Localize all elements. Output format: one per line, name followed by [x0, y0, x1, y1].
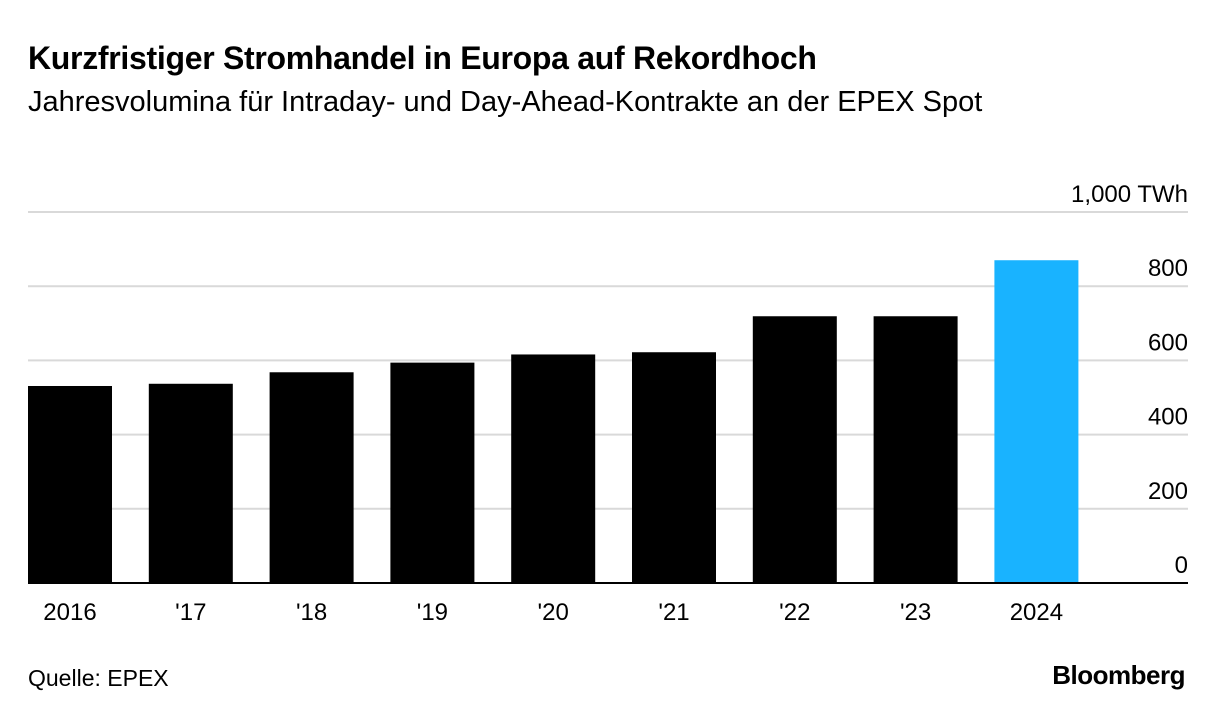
bar-22 — [752, 316, 837, 583]
x-tick-label: 2016 — [43, 599, 96, 626]
x-tick-label: '17 — [175, 599, 206, 626]
bars — [28, 260, 1079, 583]
x-tick-label: 2024 — [1010, 599, 1063, 626]
y-tick-label: 600 — [1148, 329, 1188, 356]
x-tick-label: '20 — [538, 599, 569, 626]
chart-subtitle: Jahresvolumina für Intraday- und Day-Ahe… — [28, 86, 983, 118]
bar-2024 — [994, 260, 1079, 583]
bloomberg-logo: Bloomberg — [1052, 660, 1185, 690]
bar-2016 — [28, 385, 112, 583]
bar-18 — [269, 372, 354, 583]
y-tick-label: 200 — [1148, 478, 1188, 505]
bar-17 — [148, 383, 233, 583]
source-note: Quelle: EPEX — [28, 665, 169, 691]
chart-title: Kurzfristiger Stromhandel in Europa auf … — [28, 40, 817, 76]
bar-20 — [511, 354, 596, 583]
y-tick-label: 400 — [1148, 404, 1188, 431]
x-tick-label: '22 — [779, 599, 810, 626]
y-tick-label: 800 — [1148, 255, 1188, 282]
y-axis-labels: 0 200 400 600 800 1,000 TWh — [1071, 181, 1188, 579]
bar-23 — [873, 316, 958, 583]
x-axis-labels: 2016 '17 '18 '19 '20 '21 '22 '23 2024 — [43, 599, 1063, 626]
bar-21 — [632, 352, 716, 583]
y-tick-label: 1,000 TWh — [1071, 181, 1188, 208]
x-tick-label: '18 — [296, 599, 327, 626]
bar-19 — [390, 362, 475, 583]
x-tick-label: '21 — [658, 599, 689, 626]
x-tick-label: '19 — [417, 599, 448, 626]
y-tick-label: 0 — [1175, 552, 1188, 579]
x-tick-label: '23 — [900, 599, 931, 626]
